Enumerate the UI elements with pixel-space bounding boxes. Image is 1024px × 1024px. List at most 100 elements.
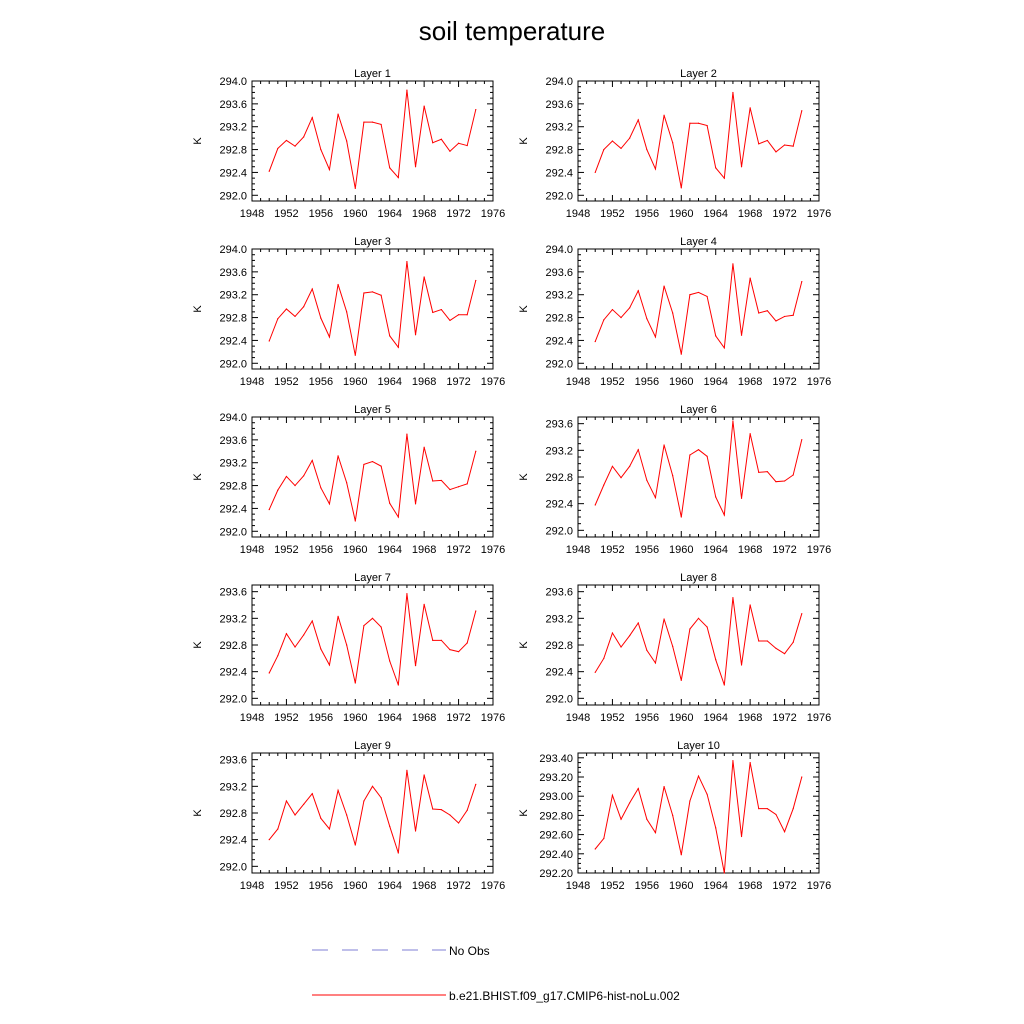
- data-point: [337, 789, 339, 791]
- data-point: [732, 420, 734, 422]
- data-point: [440, 809, 442, 811]
- data-point: [406, 769, 408, 771]
- layer-panel-4: Layer 4 K 1948 1952 1956 1960 1964 1968 1972 1976…: [518, 236, 831, 388]
- data-point: [457, 651, 460, 653]
- data-point: [423, 774, 425, 776]
- data-point: [697, 617, 700, 619]
- data-point: [457, 486, 460, 488]
- y-axis-label: K: [518, 473, 530, 481]
- data-point: [440, 138, 442, 140]
- data-point: [654, 662, 657, 664]
- x-tick-label: 1960: [669, 880, 693, 892]
- data-point: [775, 320, 777, 322]
- panel-title: Layer 6: [680, 404, 717, 416]
- x-tick-label: 1964: [377, 544, 401, 556]
- data-point: [285, 633, 288, 635]
- data-point: [268, 508, 270, 511]
- y-tick-label: 293.6: [219, 435, 247, 447]
- data-point: [285, 139, 288, 142]
- x-tick-label: 1948: [240, 880, 264, 892]
- data-point: [646, 318, 648, 320]
- y-axis-label: K: [518, 641, 530, 649]
- y-tick-label: 293.6: [545, 419, 573, 431]
- data-point: [646, 818, 648, 820]
- panel-title: Layer 3: [354, 236, 391, 248]
- data-point: [328, 664, 331, 666]
- x-tick-label: 1976: [481, 712, 505, 724]
- y-tick-label: 292.8: [545, 313, 573, 325]
- data-point: [389, 335, 391, 337]
- data-point: [449, 150, 451, 152]
- y-tick-label: 292.0: [219, 693, 247, 705]
- data-point: [285, 308, 288, 310]
- data-point: [706, 455, 708, 457]
- y-tick-label: 294.0: [545, 244, 573, 256]
- x-tick-label: 1976: [807, 376, 831, 388]
- data-point: [629, 307, 631, 309]
- data-point: [801, 613, 803, 615]
- y-tick-label: 292.0: [219, 526, 247, 538]
- data-point: [432, 639, 434, 641]
- data-point: [732, 263, 734, 265]
- x-tick-label: 1972: [772, 376, 796, 388]
- data-point: [680, 187, 682, 189]
- panel-title: Layer 7: [354, 572, 391, 584]
- y-tick-label: 293.2: [219, 290, 247, 302]
- x-tick-label: 1948: [566, 208, 590, 220]
- data-point: [749, 107, 751, 109]
- x-tick-label: 1952: [600, 712, 624, 724]
- x-tick-label: 1964: [703, 880, 727, 892]
- x-tick-label: 1956: [309, 880, 333, 892]
- data-point: [594, 171, 596, 174]
- plot-frame: [577, 248, 820, 370]
- y-tick-label: 294.0: [219, 244, 247, 256]
- data-point: [611, 794, 614, 796]
- data-point: [758, 471, 760, 473]
- panel-title: Layer 10: [677, 740, 720, 752]
- data-point: [637, 119, 639, 121]
- data-point: [475, 108, 477, 111]
- y-tick-label: 293.6: [219, 99, 247, 111]
- x-tick-label: 1956: [635, 880, 659, 892]
- layer-panel-2: Layer 2 K 1948 1952 1956 1960 1964 1968 1972 1976…: [518, 68, 831, 220]
- x-tick-label: 1968: [412, 712, 436, 724]
- data-point: [740, 334, 743, 336]
- x-tick-label: 1976: [807, 544, 831, 556]
- data-point: [603, 319, 605, 321]
- x-tick-label: 1956: [635, 376, 659, 388]
- x-tick-label: 1956: [309, 208, 333, 220]
- data-point: [303, 803, 305, 805]
- data-point: [620, 316, 622, 319]
- y-tick-label: 292.8: [219, 145, 247, 157]
- y-axis-label: K: [518, 137, 530, 145]
- data-point: [440, 479, 442, 482]
- data-point: [672, 312, 674, 314]
- data-point: [449, 814, 451, 816]
- y-tick-label: 293.2: [219, 781, 247, 793]
- x-tick-label: 1976: [807, 880, 831, 892]
- data-point: [389, 660, 391, 662]
- data-point: [268, 340, 270, 342]
- data-point: [740, 497, 743, 499]
- layer-panel-3: Layer 3 K 1948 1952 1956 1960 1964 1968 1972 1976…: [192, 236, 505, 388]
- data-point: [277, 489, 279, 491]
- data-point: [792, 474, 794, 476]
- data-point: [406, 433, 408, 435]
- x-tick-label: 1968: [738, 880, 762, 892]
- data-point: [354, 187, 356, 190]
- data-point: [611, 140, 614, 142]
- x-tick-label: 1964: [377, 208, 401, 220]
- data-point: [294, 315, 296, 318]
- y-tick-label: 292.4: [545, 667, 573, 679]
- x-tick-label: 1968: [412, 376, 436, 388]
- x-tick-label: 1952: [600, 544, 624, 556]
- y-tick-label: 294.0: [219, 412, 247, 424]
- y-axis-label: K: [192, 641, 204, 649]
- data-point: [801, 110, 803, 112]
- y-tick-label: 292.8: [219, 640, 247, 652]
- data-point: [689, 454, 691, 456]
- data-point: [466, 809, 468, 811]
- data-point: [303, 136, 305, 138]
- layer-panel-9: Layer 9 K 1948 1952 1956 1960 1964 1968 1972 1976…: [192, 740, 505, 892]
- y-tick-label: 292.4: [545, 499, 573, 511]
